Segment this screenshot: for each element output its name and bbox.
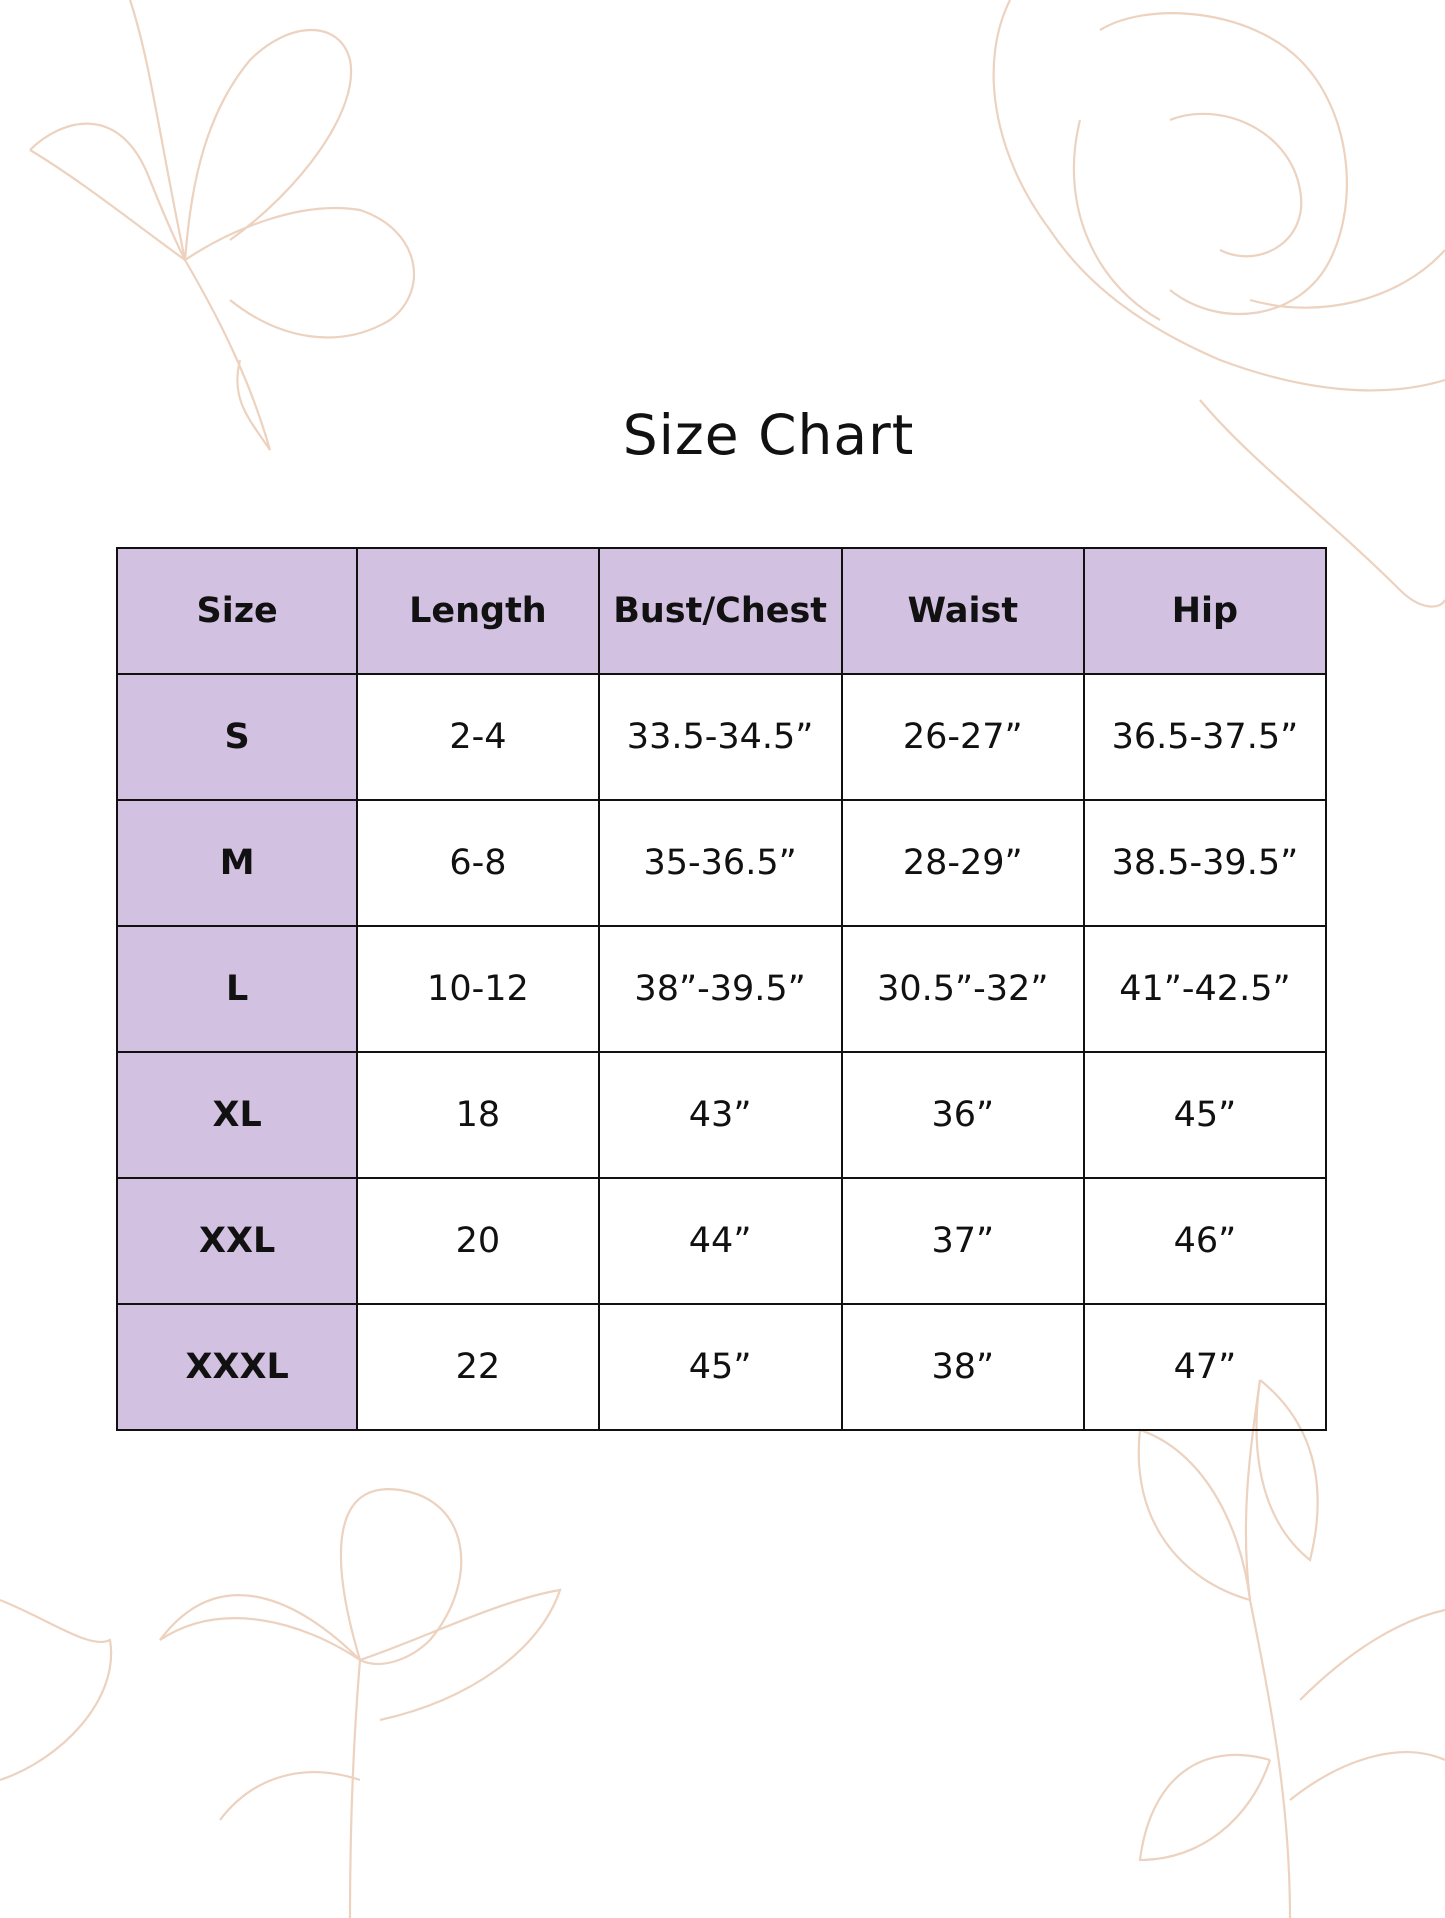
cell-bust-chest: 43” [597,1051,843,1179]
cell-waist: 36” [840,1051,1085,1179]
cell-hip: 45” [1082,1051,1328,1179]
table-row: S 2-4 33.5-34.5” 26-27” 36.5-37.5” [115,673,1328,801]
header-size: Size [115,547,359,675]
cell-length: 20 [356,1177,600,1305]
rose-top-right [992,0,1445,608]
size-chart-table: Size Length Bust/Chest Waist Hip S 2-4 33.… [115,547,1328,1431]
cell-hip: 46” [1082,1177,1328,1305]
cell-size: XXXL [115,1303,359,1431]
header-hip: Hip [1082,547,1328,675]
table-row: XXL 20 44” 37” 46” [115,1177,1328,1305]
cell-waist: 28-29” [840,799,1085,927]
cell-waist: 37” [840,1177,1085,1305]
cell-waist: 38” [840,1303,1085,1431]
cell-bust-chest: 33.5-34.5” [597,673,843,801]
table-row: L 10-12 38”-39.5” 30.5”-32” 41”-42.5” [115,925,1328,1053]
cell-waist: 30.5”-32” [840,925,1085,1053]
cell-bust-chest: 45” [597,1303,843,1431]
cell-hip: 36.5-37.5” [1082,673,1328,801]
cell-length: 18 [356,1051,600,1179]
cell-hip: 38.5-39.5” [1082,799,1328,927]
leaves-bottom-right [1137,1379,1445,1918]
header-length: Length [356,547,600,675]
cell-length: 2-4 [356,673,600,801]
cell-length: 10-12 [356,925,600,1053]
header-bust-chest: Bust/Chest [597,547,843,675]
cell-bust-chest: 44” [597,1177,843,1305]
flower-top-left [29,0,415,451]
table-row: M 6-8 35-36.5” 28-29” 38.5-39.5” [115,799,1328,927]
cell-length: 6-8 [356,799,600,927]
cell-bust-chest: 35-36.5” [597,799,843,927]
cell-size: M [115,799,359,927]
cell-hip: 41”-42.5” [1082,925,1328,1053]
page-title: Size Chart [622,403,915,467]
cell-hip: 47” [1082,1303,1328,1431]
cell-size: XXL [115,1177,359,1305]
table-row: XL 18 43” 36” 45” [115,1051,1328,1179]
flower-bottom-left [0,1488,562,1918]
cell-size: L [115,925,359,1053]
cell-size: S [115,673,359,801]
cell-waist: 26-27” [840,673,1085,801]
table-row: XXXL 22 45” 38” 47” [115,1303,1328,1431]
header-waist: Waist [840,547,1085,675]
table-header-row: Size Length Bust/Chest Waist Hip [115,547,1328,675]
cell-length: 22 [356,1303,600,1431]
cell-bust-chest: 38”-39.5” [597,925,843,1053]
cell-size: XL [115,1051,359,1179]
